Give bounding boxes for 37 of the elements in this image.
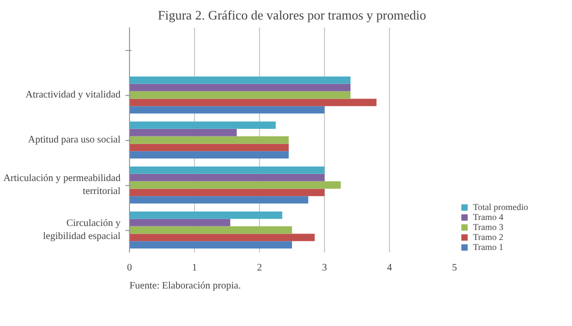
bar (130, 174, 324, 182)
bar (130, 212, 282, 219)
bar (130, 151, 289, 158)
bar (130, 234, 315, 242)
chart-title: Figura 2. Gráfico de valores por tramos y promedio (158, 8, 426, 22)
bar (130, 188, 324, 196)
x-tick-label: 0 (127, 262, 132, 274)
bar (130, 136, 289, 144)
y-tick-label: Circulación y legibilidad espacial (43, 218, 121, 242)
bar (130, 91, 350, 99)
bar (130, 98, 376, 106)
x-tick-label: 2 (257, 262, 262, 274)
bar (130, 196, 308, 204)
x-tick-label: 4 (387, 262, 392, 274)
bar (130, 218, 230, 226)
source-note: Fuente: Elaboración propia. (130, 280, 241, 292)
legend-label: Tramo 2 (473, 232, 504, 242)
bar (130, 181, 341, 189)
legend-label: Tramo 1 (473, 242, 504, 252)
bar (130, 241, 292, 248)
legend-label: Tramo 3 (473, 222, 504, 232)
y-tick-label: Aptitud para uso social (28, 134, 121, 146)
x-tick-label: 1 (192, 262, 197, 274)
y-tick-label: Articulación y permeabilidad territorial (3, 172, 121, 198)
bar (130, 84, 350, 92)
x-tick-label: 5 (452, 262, 457, 274)
legend-label: Total promedio (473, 202, 528, 212)
bar (130, 144, 289, 152)
bar (130, 226, 292, 234)
bar (130, 76, 350, 84)
y-tick-label: Atractividad y vitalidad (26, 90, 121, 100)
bar (130, 106, 324, 114)
bar (130, 122, 276, 129)
bar (130, 128, 237, 136)
bar (130, 166, 324, 174)
x-tick-label: 3 (322, 262, 327, 274)
legend-label: Tramo 4 (473, 212, 504, 222)
